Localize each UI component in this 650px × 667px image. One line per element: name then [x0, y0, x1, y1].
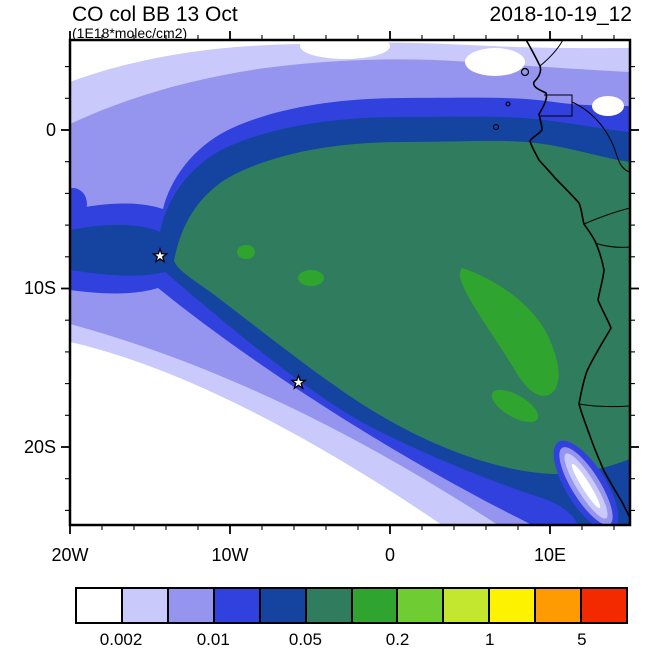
x-tick-label-0: 0: [384, 545, 395, 565]
y-tick-label-20s: 20S: [23, 437, 56, 457]
colorbar-tick-label: 0.05: [288, 630, 322, 649]
x-tick-label-20w: 20W: [51, 545, 89, 565]
colorbar-cell-1: [120, 589, 167, 622]
colorbar-cell-3: [212, 589, 259, 622]
contour-fill-green-coastal: [459, 268, 559, 396]
contour-fill-darkgreen: [174, 140, 630, 475]
colorbar: [75, 587, 628, 624]
colorbar-tick-label: 0.2: [385, 630, 410, 649]
y-tick-label-10s: 10S: [23, 278, 56, 298]
y-tick-label-0: 0: [45, 120, 56, 140]
colorbar-cell-10: [534, 589, 581, 622]
island-sao-tome: [492, 123, 500, 131]
colorbar-cell-0: [77, 589, 121, 622]
plot-frame: [68, 38, 632, 527]
contour-fill-blue-patch: [70, 188, 87, 220]
white-patch-top-right: [465, 48, 525, 76]
sliver-white-core: [571, 463, 601, 509]
white-patch-top-middle: [300, 40, 390, 59]
colorbar-cell-6: [350, 589, 397, 622]
colorbar-cell-9: [488, 589, 535, 622]
colorbar-tick-label: 0.002: [99, 630, 143, 649]
contour-fill-green-spot-3: [491, 389, 539, 423]
colorbar-tick-label: 1: [485, 630, 495, 649]
axis-ticks: [61, 31, 639, 534]
x-tick-label-10w: 10W: [211, 545, 249, 565]
colorbar-cell-5: [304, 589, 351, 622]
island-principe: [505, 101, 511, 107]
map-area: [70, 40, 630, 525]
contour-fill-green-spot-1: [237, 245, 255, 259]
coastline: [525, 40, 630, 520]
coastal-minimum-sliver: [553, 440, 619, 525]
plot-timestamp: 2018-10-19_12: [489, 3, 632, 26]
colorbar-labels: 0.002 0.01 0.05 0.2 1 5: [75, 630, 628, 652]
colorbar-cell-11: [580, 589, 627, 622]
colorbar-tick-label: 5: [577, 630, 587, 649]
colorbar-cell-7: [396, 589, 443, 622]
x-tick-label-10e: 10E: [533, 545, 567, 565]
colorbar-cell-2: [166, 589, 213, 622]
contour-fill-green-spot-2: [298, 270, 324, 286]
plot-title: CO col BB 13 Oct: [72, 3, 238, 26]
colorbar-cell-8: [442, 589, 489, 622]
country-borders: [539, 40, 630, 408]
island-bioko: [520, 67, 530, 77]
white-patch-land: [592, 96, 624, 116]
plot-units-subtitle: (1E18*molec/cm2): [72, 25, 188, 41]
colorbar-tick-label: 0.01: [196, 630, 230, 649]
colorbar-cell-4: [258, 589, 305, 622]
